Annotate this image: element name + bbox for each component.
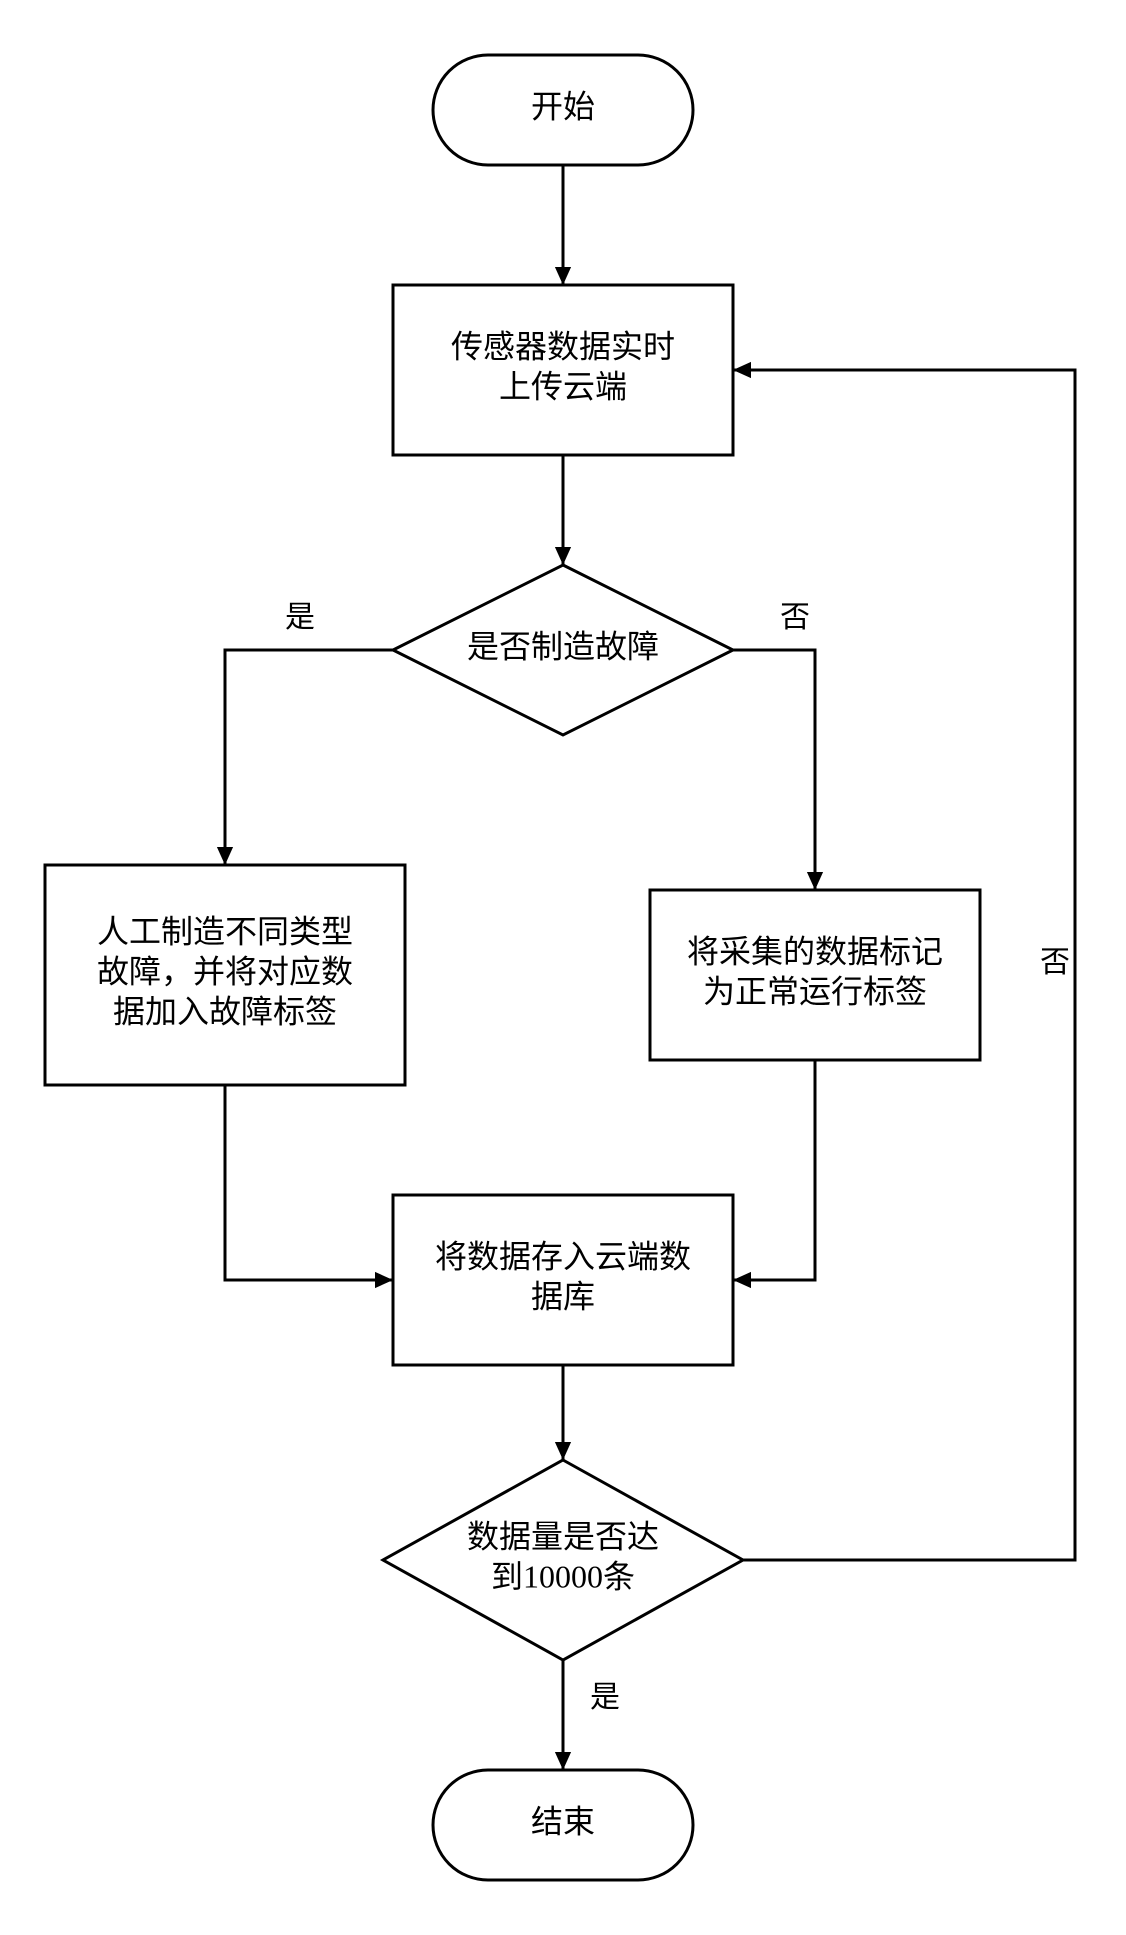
node-label: 开始 [531,88,595,124]
node-fault: 人工制造不同类型故障，并将对应数据加入故障标签 [45,865,405,1085]
edge-label: 是 [285,601,315,634]
edge [733,1060,815,1280]
node-normal: 将采集的数据标记为正常运行标签 [650,890,980,1060]
node-start: 开始 [433,55,693,165]
node-label: 传感器数据实时 [451,328,675,364]
node-label: 为正常运行标签 [703,973,927,1009]
node-dec1: 是否制造故障 [393,565,733,735]
nodes: 开始传感器数据实时上传云端是否制造故障人工制造不同类型故障，并将对应数据加入故障… [45,55,980,1880]
node-label: 是否制造故障 [467,628,659,664]
node-dec2: 数据量是否达到10000条 [383,1460,743,1660]
node-store: 将数据存入云端数据库 [393,1195,733,1365]
edge [733,650,815,890]
node-label: 数据量是否达 [467,1518,659,1554]
edge-label: 是 [590,1681,620,1714]
node-label: 将采集的数据标记 [687,933,943,969]
node-label: 据加入故障标签 [113,993,337,1029]
edge-label: 否 [780,601,810,634]
edge [225,650,393,865]
node-upload: 传感器数据实时上传云端 [393,285,733,455]
node-label: 到10000条 [491,1558,635,1594]
edge [225,1085,393,1280]
flowchart-canvas: 是否是否开始传感器数据实时上传云端是否制造故障人工制造不同类型故障，并将对应数据… [0,0,1126,1935]
node-label: 据库 [531,1278,595,1314]
node-label: 结束 [531,1803,595,1839]
node-label: 人工制造不同类型 [97,913,353,949]
node-label: 故障，并将对应数 [97,953,353,989]
edge-label: 否 [1040,946,1070,979]
node-label: 上传云端 [499,368,627,404]
node-end: 结束 [433,1770,693,1880]
node-label: 将数据存入云端数 [435,1238,691,1274]
